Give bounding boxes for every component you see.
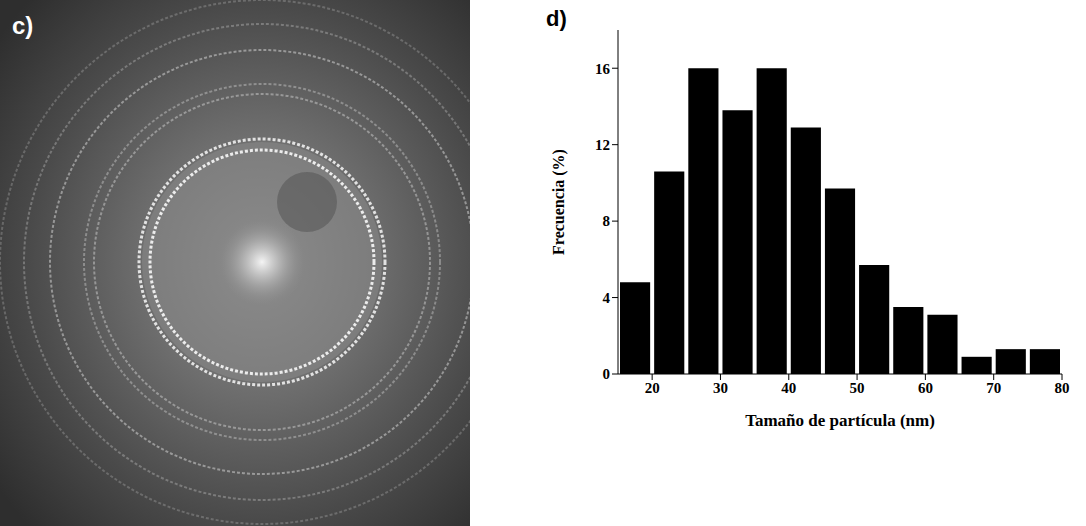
svg-text:Tamaño de partícula (nm): Tamaño de partícula (nm) — [745, 411, 935, 430]
svg-text:Frecuencia (%): Frecuencia (%) — [550, 149, 568, 255]
svg-text:c): c) — [12, 12, 33, 39]
svg-text:60: 60 — [918, 380, 933, 396]
svg-text:70: 70 — [986, 380, 1001, 396]
svg-text:40: 40 — [781, 380, 796, 396]
svg-text:50: 50 — [850, 380, 865, 396]
svg-text:0: 0 — [603, 366, 611, 382]
svg-text:4: 4 — [603, 290, 611, 306]
html-text:d): d) — [546, 6, 567, 31]
svg-text:12: 12 — [595, 137, 610, 153]
svg-text:8: 8 — [603, 213, 611, 229]
svg-text:20: 20 — [645, 380, 660, 396]
svg-text:30: 30 — [713, 380, 728, 396]
svg-text:80: 80 — [1055, 380, 1070, 396]
svg-text:16: 16 — [595, 61, 611, 77]
